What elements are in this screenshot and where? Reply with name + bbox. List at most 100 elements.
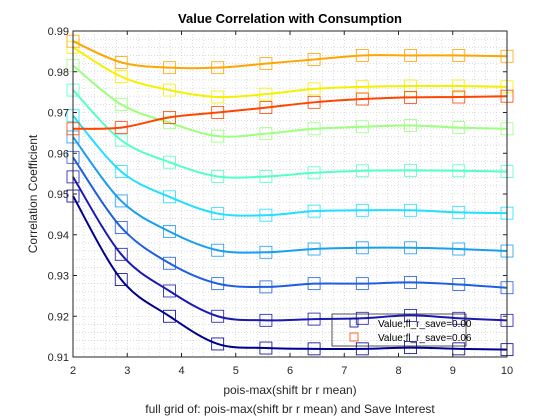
y-tick-label: 0.93 xyxy=(48,271,69,283)
series-marker xyxy=(163,309,176,323)
series-line xyxy=(72,195,508,351)
series-marker xyxy=(452,342,466,356)
series-line xyxy=(72,89,508,179)
series-marker xyxy=(452,121,466,134)
series-marker xyxy=(211,170,225,183)
series-marker xyxy=(211,207,225,220)
series-marker xyxy=(452,164,466,178)
series-marker xyxy=(355,120,369,134)
series-marker xyxy=(307,122,321,136)
series-marker xyxy=(404,163,417,177)
series-marker xyxy=(163,61,176,75)
series-marker xyxy=(452,90,466,104)
legend-marker xyxy=(349,332,359,342)
y-tick-label: 0.96 xyxy=(48,148,69,160)
series-marker xyxy=(114,194,128,208)
series-marker xyxy=(355,311,369,325)
series-line xyxy=(72,136,508,254)
legend: Value;fl_r_save=0.00 Value;fl_r_save=0.06 xyxy=(331,313,472,347)
series-marker xyxy=(211,277,225,291)
x-tick-label: 3 xyxy=(124,365,130,377)
series-marker xyxy=(163,155,176,169)
x-tick-label: 7 xyxy=(341,365,347,377)
series-marker xyxy=(404,341,417,355)
series-marker xyxy=(452,242,466,256)
series-marker xyxy=(211,106,225,119)
series-marker xyxy=(163,284,176,298)
series-marker xyxy=(307,242,321,256)
series-marker xyxy=(355,49,369,62)
series-line xyxy=(72,40,508,70)
series-5 xyxy=(66,109,514,222)
y-tick-label: 0.99 xyxy=(48,26,69,38)
y-tick-label: 0.97 xyxy=(48,108,69,120)
series-marker xyxy=(307,312,321,326)
series-marker xyxy=(404,241,417,255)
series-marker xyxy=(114,121,128,134)
series-marker xyxy=(404,309,417,322)
series-marker xyxy=(404,79,417,93)
series-marker xyxy=(452,205,466,219)
series-marker xyxy=(114,133,128,147)
series-marker xyxy=(163,190,176,204)
series-marker xyxy=(404,276,417,289)
y-tick-label: 0.95 xyxy=(48,189,69,201)
series-marker xyxy=(355,164,369,178)
series-marker xyxy=(259,87,273,101)
series-line xyxy=(72,115,508,217)
series-marker xyxy=(452,49,466,62)
series-marker xyxy=(307,277,321,291)
series-marker xyxy=(163,110,176,124)
series-marker xyxy=(355,203,369,217)
series-marker xyxy=(355,277,369,291)
series-marker xyxy=(163,225,176,238)
series-9 xyxy=(66,34,514,75)
series-marker xyxy=(259,341,273,355)
y-tick-label: 0.91 xyxy=(48,352,69,364)
grid-lines xyxy=(73,31,507,357)
series-marker xyxy=(211,309,225,323)
series-line xyxy=(72,156,508,289)
series-marker xyxy=(404,49,417,62)
series-marker xyxy=(114,165,128,178)
series-marker xyxy=(114,221,128,234)
series-marker xyxy=(259,245,273,259)
series-marker xyxy=(355,92,369,106)
series-marker xyxy=(114,273,128,286)
series-marker xyxy=(259,280,273,294)
series-3 xyxy=(66,150,514,295)
series-marker xyxy=(404,119,417,132)
tick-layer: 2 3 4 5 6 7 8 9 10 0.91 0.92 0.93 0.94 0.95 0.96 0.97 0.… xyxy=(48,26,514,377)
x-axis-label: pois-max(shift br r mean) xyxy=(223,383,356,397)
series-1 xyxy=(66,189,514,357)
series-line xyxy=(72,64,508,138)
legend-label: Value;fl_r_save=0.00 xyxy=(378,319,472,330)
series-marker xyxy=(259,57,273,70)
x-axis-sublabel: full grid of: pois-max(shift br r mean) … xyxy=(145,402,435,416)
series-marker xyxy=(307,204,321,218)
series-marker xyxy=(307,82,321,96)
series-layer xyxy=(66,34,514,357)
series-marker xyxy=(211,61,225,75)
series-marker xyxy=(259,127,273,141)
y-axis-label: Correlation Coefficient xyxy=(26,134,40,253)
series-marker xyxy=(307,166,321,180)
series-marker xyxy=(452,79,466,93)
series-marker xyxy=(452,311,466,325)
x-tick-label: 9 xyxy=(450,365,456,377)
series-marker xyxy=(163,83,176,97)
series-marker xyxy=(163,256,176,270)
series-marker xyxy=(307,342,321,356)
series-marker xyxy=(355,342,369,356)
x-tick-label: 4 xyxy=(178,365,184,377)
series-marker xyxy=(114,97,128,111)
series-marker xyxy=(211,90,225,104)
series-line xyxy=(72,176,508,322)
series-marker xyxy=(307,53,321,66)
y-tick-label: 0.92 xyxy=(48,311,69,323)
series-marker xyxy=(211,129,225,143)
x-tick-label: 2 xyxy=(70,365,76,377)
x-tick-label: 6 xyxy=(287,365,293,377)
legend-marker xyxy=(349,318,359,328)
